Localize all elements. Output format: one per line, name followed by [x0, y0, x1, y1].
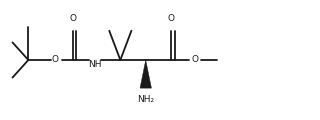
Text: NH: NH: [88, 60, 102, 69]
Text: O: O: [69, 15, 76, 24]
Polygon shape: [140, 60, 151, 88]
Text: NH₂: NH₂: [137, 95, 154, 104]
Text: O: O: [168, 15, 175, 24]
Text: O: O: [51, 55, 58, 65]
Text: O: O: [191, 55, 198, 65]
